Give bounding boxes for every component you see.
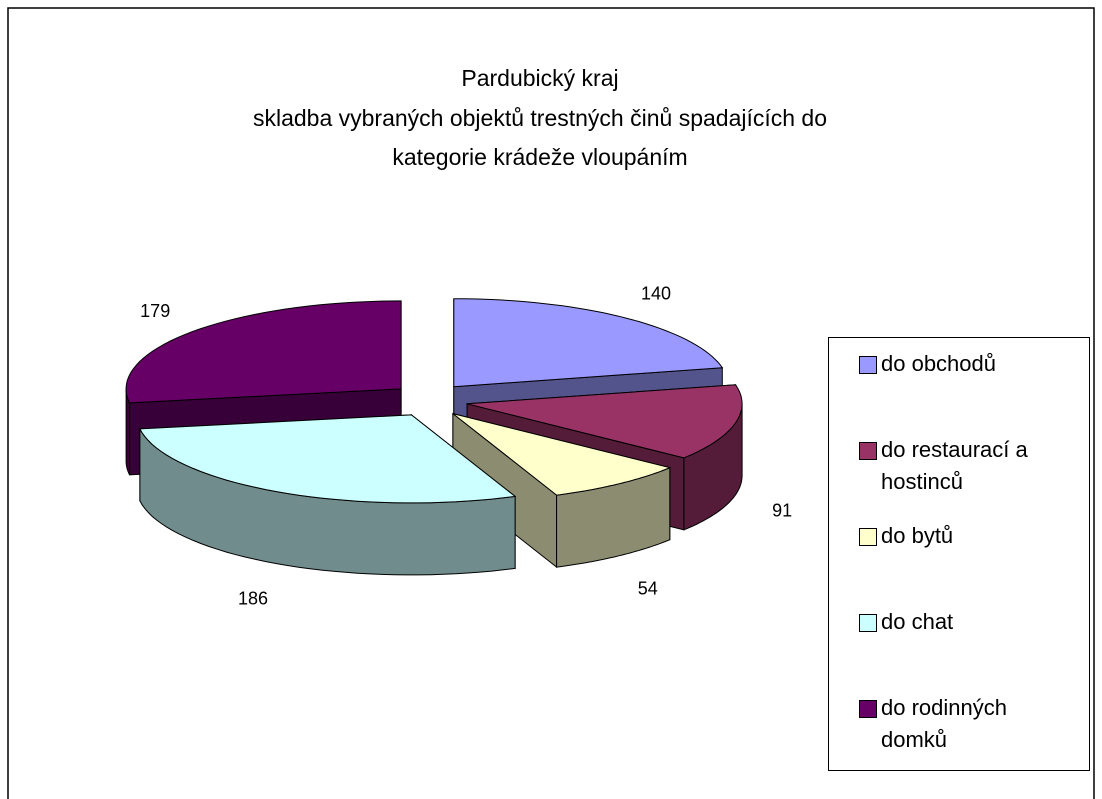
chart-title: Pardubický kraj xyxy=(461,65,618,91)
data-label: 54 xyxy=(638,578,658,598)
legend-label: do rodinných domků xyxy=(881,695,1007,752)
legend-label: do obchodů xyxy=(881,351,996,376)
legend-swatch xyxy=(859,356,877,374)
legend-label: do bytů xyxy=(881,523,954,548)
data-label: 91 xyxy=(772,501,792,521)
data-label: 186 xyxy=(238,589,268,609)
slice-top xyxy=(453,298,724,388)
chart-title: kategorie krádeže vloupáním xyxy=(392,144,687,170)
slice xyxy=(139,413,517,576)
legend-label: do chat xyxy=(881,609,954,634)
slice-top xyxy=(125,300,402,404)
data-label: 179 xyxy=(140,301,170,321)
slice-top xyxy=(452,413,672,496)
legend-swatch xyxy=(859,442,877,460)
legend-entry: do bytů xyxy=(859,520,1089,606)
legend: do obchodů do restaurací a hostinců do byt… xyxy=(828,337,1090,771)
legend-entry: do chat xyxy=(859,606,1089,692)
legend-entry: do restaurací a hostinců xyxy=(859,434,1089,520)
slice-top xyxy=(139,414,517,504)
legend-swatch xyxy=(859,614,877,632)
chart-title: skladba vybraných objektů trestných činů… xyxy=(253,105,827,131)
legend-entry: do rodinných domků xyxy=(859,692,1089,778)
legend-label: do restaurací a hostinců xyxy=(881,437,1028,494)
slice-top xyxy=(466,384,743,459)
legend-entry: do obchodů xyxy=(859,348,1089,434)
data-label: 140 xyxy=(641,283,671,303)
legend-swatch xyxy=(859,528,877,546)
legend-swatch xyxy=(859,700,877,718)
